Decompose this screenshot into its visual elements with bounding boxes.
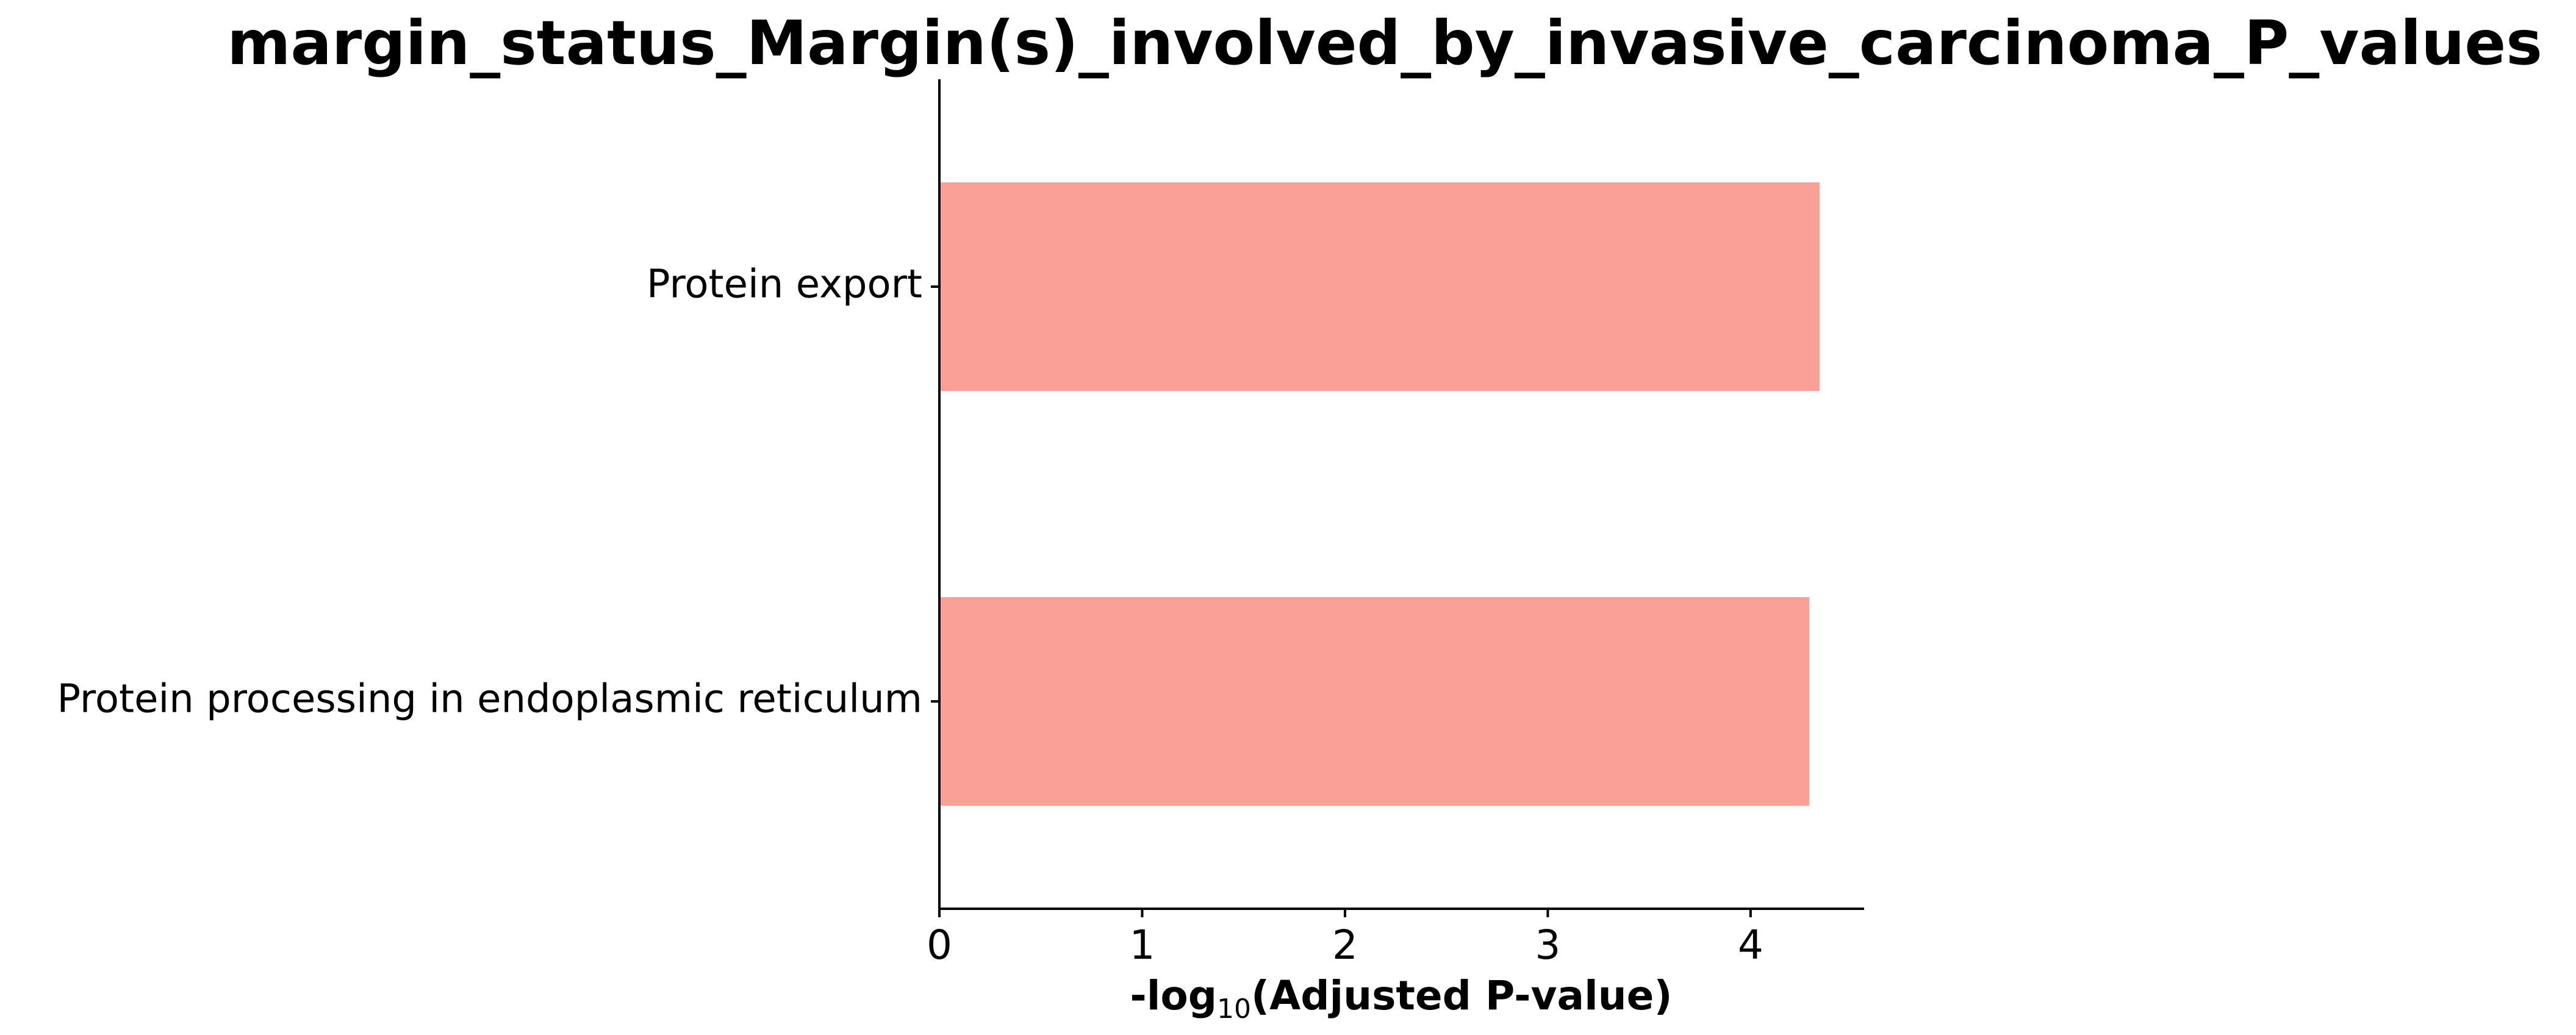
bars-group [939, 182, 1820, 806]
x-ticks-group: 0 1 2 3 4 [927, 909, 1763, 969]
x-axis-label: -log10(Adjusted P-value) [1130, 972, 1672, 1025]
x-tick-label: 0 [927, 922, 952, 969]
x-tick-label: 1 [1129, 922, 1155, 969]
x-axis-label-suffix: (Adjusted P-value) [1251, 972, 1673, 1019]
y-tick-label: Protein processing in endoplasmic reticu… [57, 677, 922, 722]
x-axis-label-subscript: 10 [1217, 994, 1251, 1025]
x-tick-label: 3 [1535, 922, 1560, 969]
chart-title: margin_status_Margin(s)_involved_by_inva… [227, 7, 2542, 79]
y-ticks-group: Protein export Protein processing in endo… [57, 262, 939, 722]
y-tick-label: Protein export [647, 262, 922, 307]
bar [939, 182, 1820, 391]
bar [939, 597, 1810, 806]
x-tick-label: 2 [1332, 922, 1358, 969]
x-tick-label: 4 [1738, 922, 1763, 969]
x-axis-label-prefix: -log [1130, 972, 1217, 1019]
